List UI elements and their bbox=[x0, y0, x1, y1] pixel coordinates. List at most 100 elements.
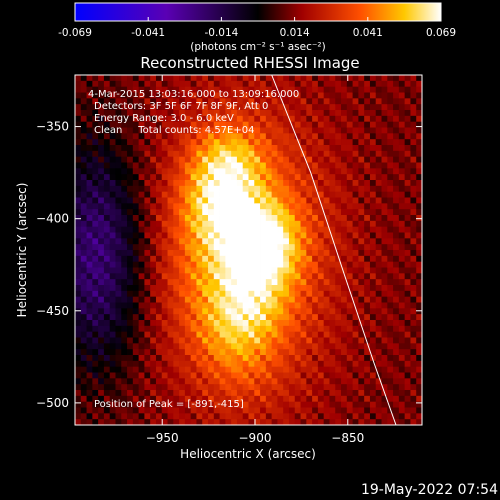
heatmap-cell bbox=[346, 395, 353, 403]
heatmap-cell bbox=[260, 325, 267, 333]
heatmap-cell bbox=[341, 308, 348, 315]
heatmap-cell bbox=[416, 156, 422, 163]
heatmap-cell bbox=[208, 302, 215, 309]
heatmap-cell bbox=[294, 267, 301, 274]
heatmap-cell bbox=[248, 285, 255, 292]
heatmap-cell bbox=[346, 104, 353, 111]
heatmap-cell bbox=[387, 110, 394, 117]
heatmap-cell bbox=[375, 267, 382, 274]
heatmap-cell bbox=[329, 220, 336, 228]
heatmap-cell bbox=[317, 331, 325, 338]
heatmap-cell bbox=[138, 401, 145, 408]
heatmap-cell bbox=[317, 104, 325, 111]
heatmap-cell bbox=[335, 203, 342, 210]
colorbar: -0.069 -0.041 -0.014 0.014 0.041 0.069 (photo… bbox=[58, 2, 456, 53]
heatmap-cell bbox=[202, 267, 209, 274]
heatmap-cell bbox=[115, 174, 122, 181]
heatmap-cell bbox=[155, 156, 163, 163]
heatmap-cell bbox=[213, 80, 220, 88]
heatmap-cell bbox=[260, 290, 267, 298]
heatmap-cell bbox=[352, 150, 359, 158]
heatmap-cell bbox=[231, 320, 238, 327]
heatmap-cell bbox=[184, 104, 192, 111]
heatmap-cell bbox=[225, 267, 232, 274]
heatmap-cell bbox=[161, 296, 168, 303]
heatmap-cell bbox=[138, 395, 145, 403]
heatmap-cell bbox=[231, 360, 238, 368]
heatmap-cell bbox=[144, 279, 151, 286]
heatmap-cell bbox=[398, 349, 406, 356]
heatmap-cell bbox=[306, 104, 313, 111]
heatmap-cell bbox=[329, 250, 336, 257]
heatmap-cell bbox=[306, 168, 313, 175]
heatmap-cell bbox=[208, 267, 215, 274]
heatmap-cell bbox=[167, 220, 174, 228]
heatmap-cell bbox=[86, 267, 93, 274]
colorbar-tick-label: 0.069 bbox=[426, 27, 456, 39]
heatmap-cell bbox=[317, 285, 325, 292]
heatmap-cell bbox=[219, 273, 226, 280]
heatmap-cell bbox=[248, 232, 255, 239]
heatmap-cell bbox=[213, 115, 220, 123]
heatmap-cell bbox=[375, 180, 382, 187]
heatmap-cell bbox=[167, 174, 174, 181]
heatmap-cell bbox=[121, 232, 128, 239]
heatmap-cell bbox=[127, 238, 134, 245]
heatmap-cell bbox=[121, 244, 128, 251]
heatmap-cell bbox=[225, 86, 232, 93]
heatmap-cell bbox=[144, 133, 151, 140]
heatmap-cell bbox=[381, 98, 388, 105]
heatmap-cell bbox=[329, 325, 336, 333]
heatmap-cell bbox=[358, 80, 365, 88]
heatmap-cell bbox=[381, 302, 388, 309]
heatmap-cell bbox=[254, 232, 261, 239]
heatmap-cell bbox=[300, 86, 307, 93]
heatmap-cell bbox=[167, 168, 174, 175]
heatmap-cell bbox=[98, 325, 105, 333]
heatmap-cell bbox=[190, 384, 197, 391]
heatmap-cell bbox=[410, 168, 417, 175]
heatmap-cell bbox=[144, 384, 151, 391]
heatmap-cell bbox=[109, 331, 116, 338]
heatmap-cell bbox=[364, 308, 371, 315]
heatmap-cell bbox=[213, 250, 220, 257]
heatmap-cell bbox=[219, 384, 226, 391]
heatmap-cell bbox=[404, 250, 411, 257]
heatmap-cell bbox=[127, 162, 134, 169]
heatmap-cell bbox=[231, 238, 238, 245]
heatmap-cell bbox=[225, 360, 232, 368]
heatmap-cell bbox=[138, 273, 145, 280]
heatmap-cell bbox=[236, 378, 244, 385]
heatmap-cell bbox=[103, 267, 111, 274]
heatmap-cell bbox=[404, 191, 411, 198]
heatmap-cell bbox=[346, 92, 353, 99]
heatmap-cell bbox=[265, 349, 273, 356]
heatmap-cell bbox=[150, 104, 157, 111]
heatmap-cell bbox=[213, 308, 220, 315]
heatmap-cell bbox=[144, 220, 151, 228]
heatmap-cell bbox=[103, 238, 111, 245]
heatmap-cell bbox=[208, 331, 215, 338]
heatmap-cell bbox=[155, 273, 163, 280]
heatmap-cell bbox=[98, 139, 105, 146]
heatmap-cell bbox=[132, 267, 140, 274]
heatmap-cell bbox=[398, 378, 406, 385]
heatmap-cell bbox=[202, 273, 209, 280]
heatmap-cell bbox=[410, 273, 417, 280]
heatmap-cell bbox=[404, 407, 411, 414]
heatmap-cell bbox=[231, 121, 238, 128]
heatmap-cell bbox=[115, 331, 122, 338]
heatmap-cell bbox=[161, 331, 168, 338]
heatmap-cell bbox=[248, 127, 255, 134]
heatmap-cell bbox=[190, 255, 197, 263]
heatmap-cell bbox=[323, 174, 330, 181]
heatmap-cell bbox=[398, 145, 406, 152]
heatmap-cell bbox=[98, 349, 105, 356]
heatmap-cell bbox=[219, 191, 226, 198]
heatmap-cell bbox=[121, 86, 128, 93]
heatmap-cell bbox=[364, 168, 371, 175]
heatmap-cell bbox=[132, 244, 140, 251]
heatmap-cell bbox=[352, 127, 359, 134]
heatmap-cell bbox=[121, 384, 128, 391]
heatmap-cell bbox=[335, 255, 342, 263]
